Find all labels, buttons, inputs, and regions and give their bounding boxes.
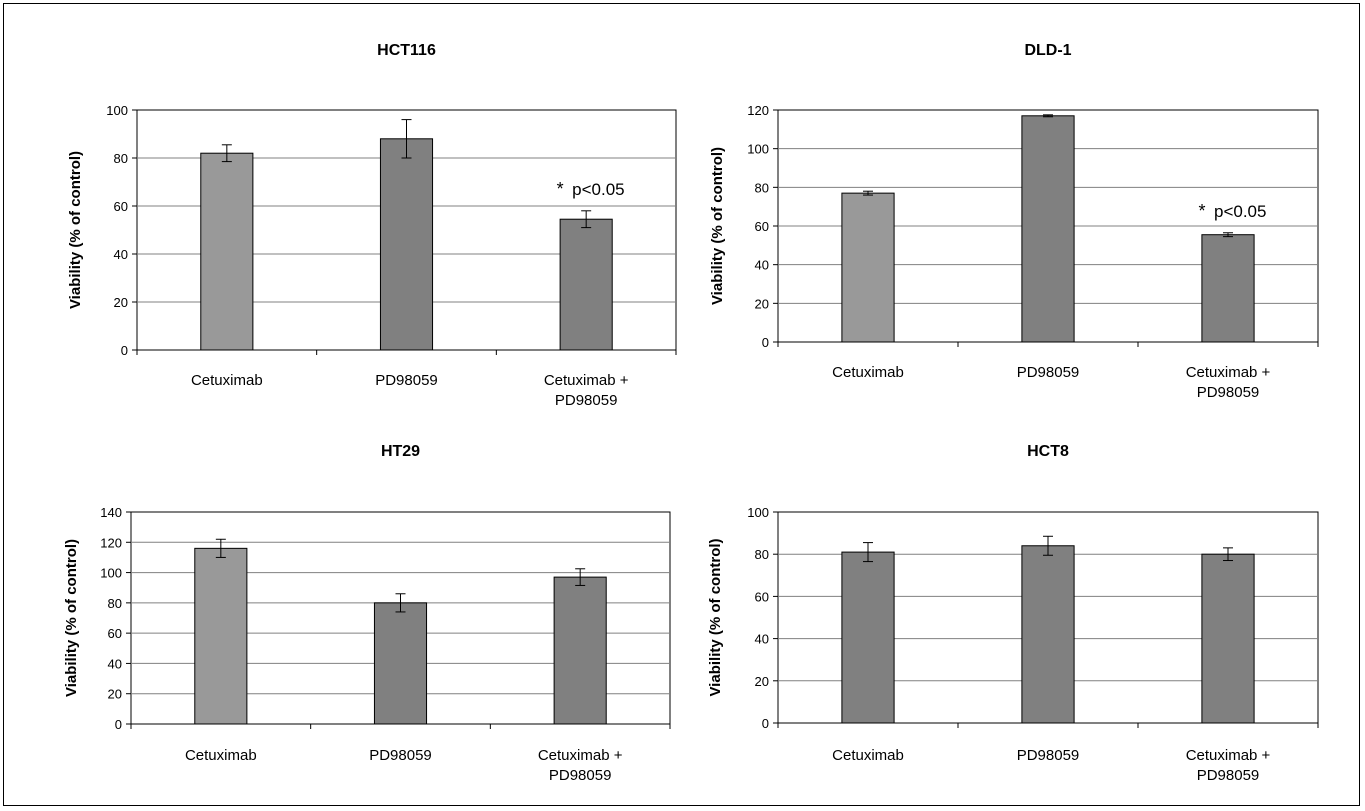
chart-ht29: HT29 Viability (% of control) 0 20 40 60 80 1… [63, 443, 671, 784]
significance-label: p<0.05 [572, 180, 624, 199]
x-tick-label: Cetuximab + PD98059 [1186, 364, 1271, 401]
y-tick-label: 100 [106, 103, 128, 118]
y-tick-label: 120 [100, 535, 122, 550]
bar [841, 551, 895, 724]
y-axis-label: Viability (% of control) [67, 151, 84, 309]
y-tick-label: 40 [114, 247, 128, 262]
y-tick-label: 20 [108, 687, 122, 702]
chart-hct116: HCT116 Viability (% of control) 0 20 40 60 8… [67, 42, 677, 409]
y-axis-label: Viability (% of control) [709, 147, 726, 305]
y-tick-label: 80 [755, 180, 769, 195]
y-tick-label: 20 [114, 295, 128, 310]
chart-dld-1: DLD-1 Viability (% of control) 0 20 40 60 80… [709, 42, 1319, 401]
y-tick-label: 100 [747, 142, 769, 157]
significance-label: p<0.05 [1214, 202, 1266, 221]
chart-title: HCT116 [377, 42, 436, 59]
bar [200, 152, 254, 351]
y-tick-label: 100 [100, 566, 122, 581]
y-tick-label: 100 [747, 505, 769, 520]
y-tick-label: 60 [114, 199, 128, 214]
bar [841, 192, 895, 343]
y-tick-label: 60 [755, 219, 769, 234]
y-tick-label: 60 [755, 589, 769, 604]
bar [1201, 234, 1255, 343]
x-tick-label: PD98059 [1017, 364, 1080, 381]
x-tick-label: PD98059 [1017, 747, 1080, 764]
significance-star: * [557, 179, 564, 199]
y-tick-label: 80 [114, 151, 128, 166]
bar [559, 218, 613, 351]
y-axis-label: Viability (% of control) [63, 539, 80, 697]
y-tick-label: 20 [755, 674, 769, 689]
bar [553, 576, 607, 725]
y-tick-label: 40 [755, 258, 769, 273]
x-tick-label: Cetuximab [191, 372, 263, 389]
chart-title: DLD-1 [1024, 42, 1071, 59]
bar [373, 602, 428, 725]
y-tick-label: 60 [108, 626, 122, 641]
y-tick-label: 40 [108, 656, 122, 671]
bar [194, 547, 248, 725]
chart-hct8: HCT8 Viability (% of control) 0 20 40 60 80 1… [707, 443, 1319, 784]
x-tick-label: Cetuximab + PD98059 [1186, 747, 1271, 784]
bar [1021, 115, 1075, 343]
x-tick-label: Cetuximab [832, 364, 904, 381]
y-axis-label: Viability (% of control) [707, 538, 724, 696]
x-tick-label: PD98059 [375, 372, 438, 389]
bar [1201, 553, 1255, 724]
x-tick-label: Cetuximab + PD98059 [538, 747, 623, 784]
bar [379, 138, 434, 351]
x-tick-label: Cetuximab + PD98059 [544, 372, 629, 409]
x-tick-label: PD98059 [369, 747, 432, 764]
y-tick-label: 0 [762, 335, 769, 350]
y-tick-label: 0 [115, 717, 122, 732]
y-tick-label: 40 [755, 632, 769, 647]
x-tick-label: Cetuximab [832, 747, 904, 764]
figure-frame [3, 3, 1360, 806]
y-tick-label: 80 [108, 596, 122, 611]
y-tick-label: 0 [762, 716, 769, 731]
y-tick-label: 80 [755, 547, 769, 562]
bar [1021, 545, 1075, 724]
y-tick-label: 20 [755, 296, 769, 311]
chart-title: HT29 [381, 443, 420, 460]
y-tick-label: 120 [747, 103, 769, 118]
y-tick-label: 0 [121, 343, 128, 358]
chart-title: HCT8 [1027, 443, 1069, 460]
x-tick-label: Cetuximab [185, 747, 257, 764]
y-tick-label: 140 [100, 505, 122, 520]
significance-star: * [1198, 201, 1205, 221]
